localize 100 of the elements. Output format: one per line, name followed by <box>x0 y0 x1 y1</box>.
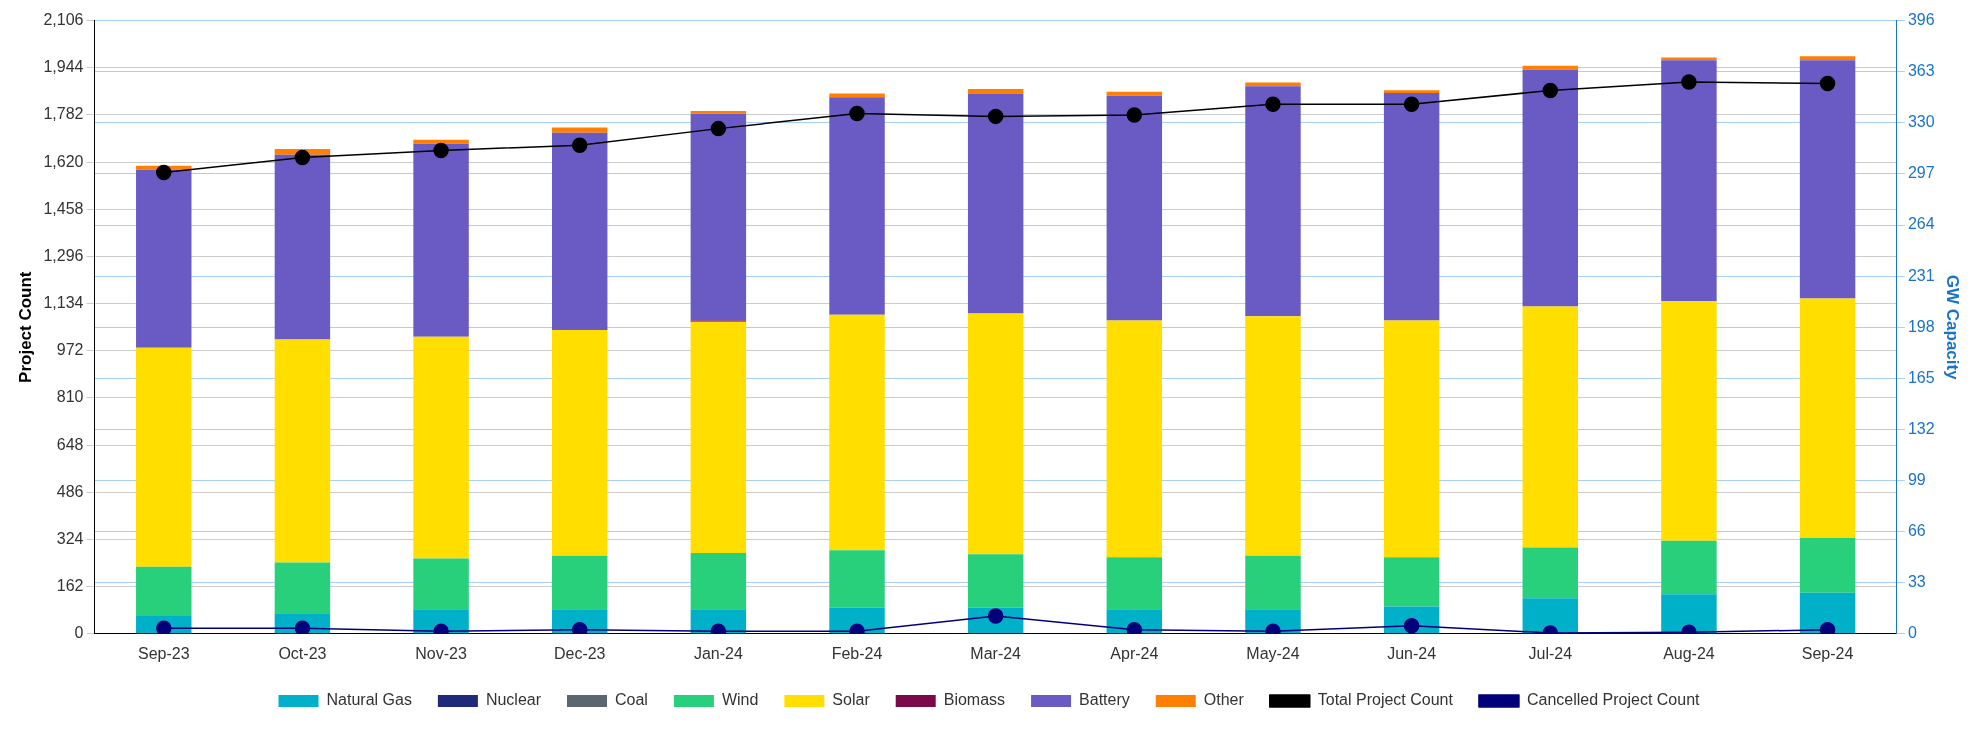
y2-tick-label: 297 <box>1907 164 1935 182</box>
point <box>433 142 449 159</box>
bar <box>690 321 747 553</box>
y-tick-label: 1,134 <box>43 294 84 312</box>
y2-tick-label: 264 <box>1907 215 1935 233</box>
x-tick-label: Feb-24 <box>831 644 883 662</box>
point <box>156 164 172 181</box>
y-axis-title: Project Count <box>15 271 35 383</box>
bar <box>136 169 192 348</box>
bar <box>829 97 885 315</box>
y2-tick-label: 99 <box>1907 470 1926 488</box>
bar <box>1661 60 1717 302</box>
point <box>1819 621 1836 634</box>
legend-label: Battery <box>1079 691 1130 709</box>
bar <box>1661 594 1717 634</box>
x-tick-label: Jun-24 <box>1387 644 1437 662</box>
legend-label: Wind <box>721 691 759 709</box>
bar <box>1661 540 1717 595</box>
y-tick-label: 1,782 <box>43 105 84 123</box>
legend-label: Natural Gas <box>326 691 412 709</box>
x-tick-label: Sep-23 <box>137 644 190 662</box>
point <box>1403 96 1420 112</box>
bar <box>1799 60 1856 299</box>
bar <box>829 550 885 608</box>
y-tick-label: 648 <box>56 435 84 453</box>
x-tick-label: Jan-24 <box>693 644 743 662</box>
point <box>294 149 311 166</box>
y2-tick-label: 198 <box>1907 317 1935 335</box>
y2-axis-title: GW Capacity <box>1943 274 1963 381</box>
bar <box>1106 95 1163 321</box>
point <box>710 120 727 137</box>
bar <box>274 154 331 340</box>
bar <box>274 339 331 563</box>
y-tick-label: 1,458 <box>43 199 84 217</box>
legend-label: Biomass <box>943 691 1006 709</box>
y2-tick-label: 66 <box>1907 522 1926 540</box>
bar <box>551 329 608 556</box>
point <box>1681 74 1697 90</box>
y-tick-label: 1,296 <box>43 246 84 264</box>
bar <box>551 555 608 610</box>
bar <box>1799 537 1856 593</box>
y-tick-label: 0 <box>74 624 84 642</box>
x-tick-label: Sep-24 <box>1801 644 1854 662</box>
y2-tick-label: 165 <box>1907 368 1935 386</box>
legend-label: Solar <box>832 691 871 709</box>
y-tick-label: 162 <box>56 577 84 595</box>
bar <box>1383 90 1440 94</box>
y-tick-label: 486 <box>56 482 84 500</box>
legend-label: Coal <box>615 691 648 709</box>
bar <box>829 93 885 98</box>
bar <box>829 314 885 551</box>
y2-tick-label: 33 <box>1907 573 1926 591</box>
x-tick-label: Aug-24 <box>1663 644 1715 662</box>
y-tick-label: 810 <box>56 388 84 406</box>
bar <box>1383 557 1440 607</box>
legend-label: Other <box>1203 691 1245 709</box>
bar <box>1106 557 1163 610</box>
bar <box>413 558 469 610</box>
point <box>1265 96 1281 112</box>
x-tick-label: Nov-23 <box>415 644 467 662</box>
x-tick-label: Apr-24 <box>1110 644 1159 662</box>
bar <box>1106 320 1163 558</box>
point <box>987 108 1004 125</box>
point <box>1542 82 1559 99</box>
y-tick-label: 1,620 <box>43 152 84 170</box>
x-tick-label: Mar-24 <box>970 644 1022 662</box>
x-tick-label: Dec-23 <box>553 644 606 662</box>
bar <box>1383 93 1440 321</box>
x-tick-label: May-24 <box>1246 644 1300 662</box>
x-tick-label: Oct-23 <box>278 644 327 662</box>
bar <box>1245 86 1301 317</box>
bar <box>1522 65 1579 70</box>
bar <box>136 566 192 616</box>
legend-label: Cancelled Project Count <box>1526 691 1701 709</box>
bar <box>1245 555 1301 610</box>
bar <box>1522 69 1579 307</box>
y-tick-label: 2,106 <box>43 11 84 29</box>
y2-tick-label: 330 <box>1907 113 1935 131</box>
y2-tick-label: 132 <box>1907 419 1935 437</box>
y-tick-label: 1,944 <box>43 58 84 76</box>
bar <box>1799 298 1856 538</box>
point <box>1819 75 1836 92</box>
point <box>849 105 865 122</box>
bar <box>413 139 469 144</box>
bar <box>967 93 1024 314</box>
bar <box>136 347 192 567</box>
point <box>571 137 588 153</box>
bar <box>1383 320 1440 558</box>
x-tick-label: Jul-24 <box>1528 644 1573 662</box>
y2-tick-label: 0 <box>1907 624 1917 642</box>
y2-tick-label: 396 <box>1907 11 1935 29</box>
bar <box>413 143 469 337</box>
bar <box>1522 306 1579 548</box>
bar <box>413 336 469 559</box>
bar <box>551 132 608 330</box>
y-tick-label: 324 <box>56 529 84 547</box>
bar <box>1522 547 1579 599</box>
bar <box>1799 56 1856 61</box>
bar <box>690 552 747 610</box>
bar <box>1106 91 1163 96</box>
